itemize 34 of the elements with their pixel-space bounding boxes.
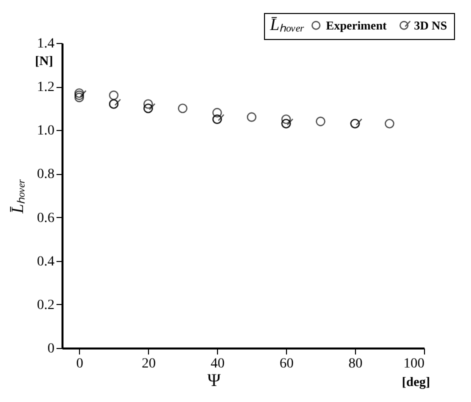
y-tick-label: 1.2 [37,80,54,96]
point [74,92,84,102]
y-tick-label: 1.4 [37,36,54,52]
text: [N] [34,53,54,68]
y-tick-label: 0.8 [37,167,54,182]
y-tick-label: 1.0 [37,124,54,139]
point [108,90,118,100]
point [143,103,156,114]
y-tick-label: 0 [48,342,54,356]
x-tick-label: 60 [280,356,294,372]
point [178,104,188,114]
x-tick-label: 100 [404,356,424,372]
point [281,118,294,128]
point [350,118,362,128]
y-tick-label: 0.4 [37,254,54,270]
x-tick-label: 0 [76,356,84,372]
text: [deg] [402,374,430,389]
x-tick-label: 40 [210,356,225,372]
point [246,112,256,122]
legend-label: 3D NS [414,18,448,32]
point [108,98,122,109]
legend-title: L̄ₕₒᵥₑᵣ [269,15,305,34]
y-axis-title: L̄ₕₒᵥₑᵣ [8,178,27,214]
y-tick-label: 0.6 [37,210,54,226]
x-tick-label: 80 [348,356,363,372]
point [384,118,394,128]
point [74,90,87,100]
point [316,116,326,126]
legend-label: Experiment [326,18,387,32]
point [281,114,291,124]
y-tick-label: 0.2 [37,298,54,313]
x-axis-title: Ψ [207,370,222,390]
point [74,88,84,98]
x-tick-label: 20 [142,356,156,372]
